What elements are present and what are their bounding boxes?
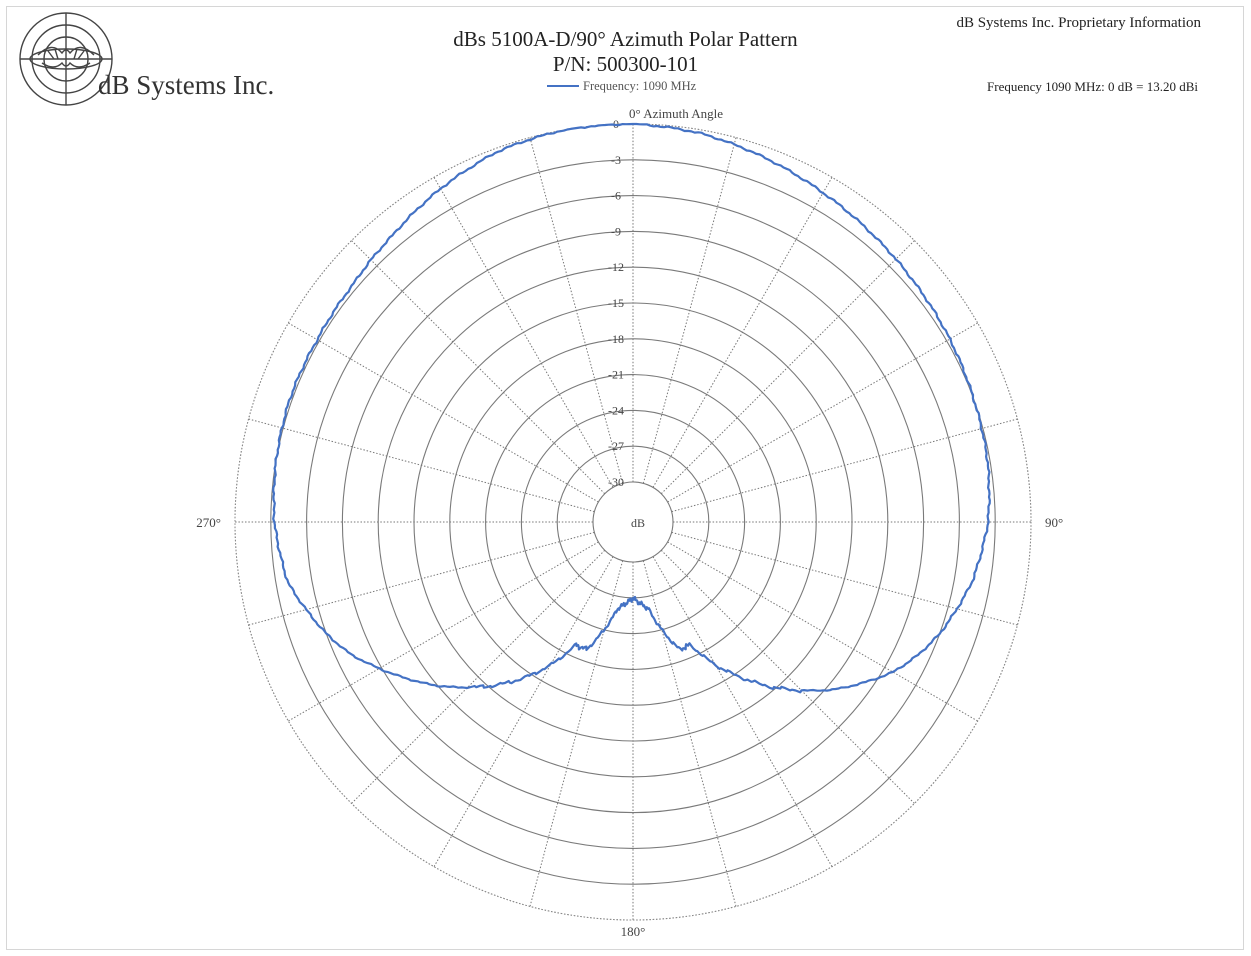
polar-grid <box>234 123 1032 921</box>
radial-tick-label: -21 <box>608 368 624 382</box>
grid-spoke <box>642 560 737 907</box>
angle-label: 0° Azimuth Angle <box>629 106 723 121</box>
angle-label: 270° <box>196 515 221 530</box>
radial-tick-label: -24 <box>608 403 624 417</box>
grid-spoke <box>652 556 833 867</box>
proprietary-notice: dB Systems Inc. Proprietary Information <box>956 15 1201 31</box>
radial-tick-label: -27 <box>608 439 624 453</box>
company-logo <box>19 12 113 106</box>
grid-spoke <box>667 322 978 503</box>
legend: Frequency: 1090 MHz <box>547 78 696 94</box>
radial-unit-label: dB <box>631 516 645 530</box>
grid-spoke <box>529 137 624 484</box>
grid-spoke <box>351 240 606 495</box>
grid-ring <box>485 374 781 670</box>
radial-tick-label: -6 <box>611 189 621 203</box>
legend-label: Frequency: 1090 MHz <box>583 78 697 93</box>
grid-spoke <box>351 549 606 804</box>
grid-spoke <box>248 531 595 626</box>
grid-spoke <box>671 418 1018 513</box>
grid-ring <box>341 230 925 814</box>
radial-tick-label: -30 <box>608 475 624 489</box>
grid-ring <box>520 409 746 635</box>
part-number: P/N: 500300-101 <box>552 52 699 76</box>
grid-spoke <box>433 556 614 867</box>
grid-spoke <box>288 322 599 503</box>
series-layer <box>272 122 991 694</box>
chart-title: dBs 5100A-D/90° Azimuth Polar Pattern <box>453 27 798 51</box>
legend-swatch <box>547 85 579 87</box>
grid-spoke <box>667 541 978 722</box>
radial-tick-label: -15 <box>608 296 624 310</box>
grid-ring <box>306 195 960 849</box>
radial-tick-label: -3 <box>611 153 621 167</box>
radial-tick-label: -9 <box>611 224 621 238</box>
radial-tick-label: -18 <box>608 332 624 346</box>
grid-ring <box>270 159 996 885</box>
grid-spoke <box>660 549 915 804</box>
grid-spoke <box>642 137 737 484</box>
grid-spoke <box>288 541 599 722</box>
page-frame <box>6 6 1244 950</box>
company-name: dB Systems Inc. <box>98 70 275 100</box>
series-line <box>272 122 991 694</box>
grid-spoke <box>433 177 614 488</box>
grid-spoke <box>652 177 833 488</box>
grid-spoke <box>671 531 1018 626</box>
angle-label: 90° <box>1045 515 1063 530</box>
radial-tick-label: -12 <box>608 260 624 274</box>
frequency-note: Frequency 1090 MHz: 0 dB = 13.20 dBi <box>987 79 1198 94</box>
grid-spoke <box>660 240 915 495</box>
grid-spoke <box>248 418 595 513</box>
angle-label: 180° <box>621 924 646 939</box>
grid-spoke <box>529 560 624 907</box>
